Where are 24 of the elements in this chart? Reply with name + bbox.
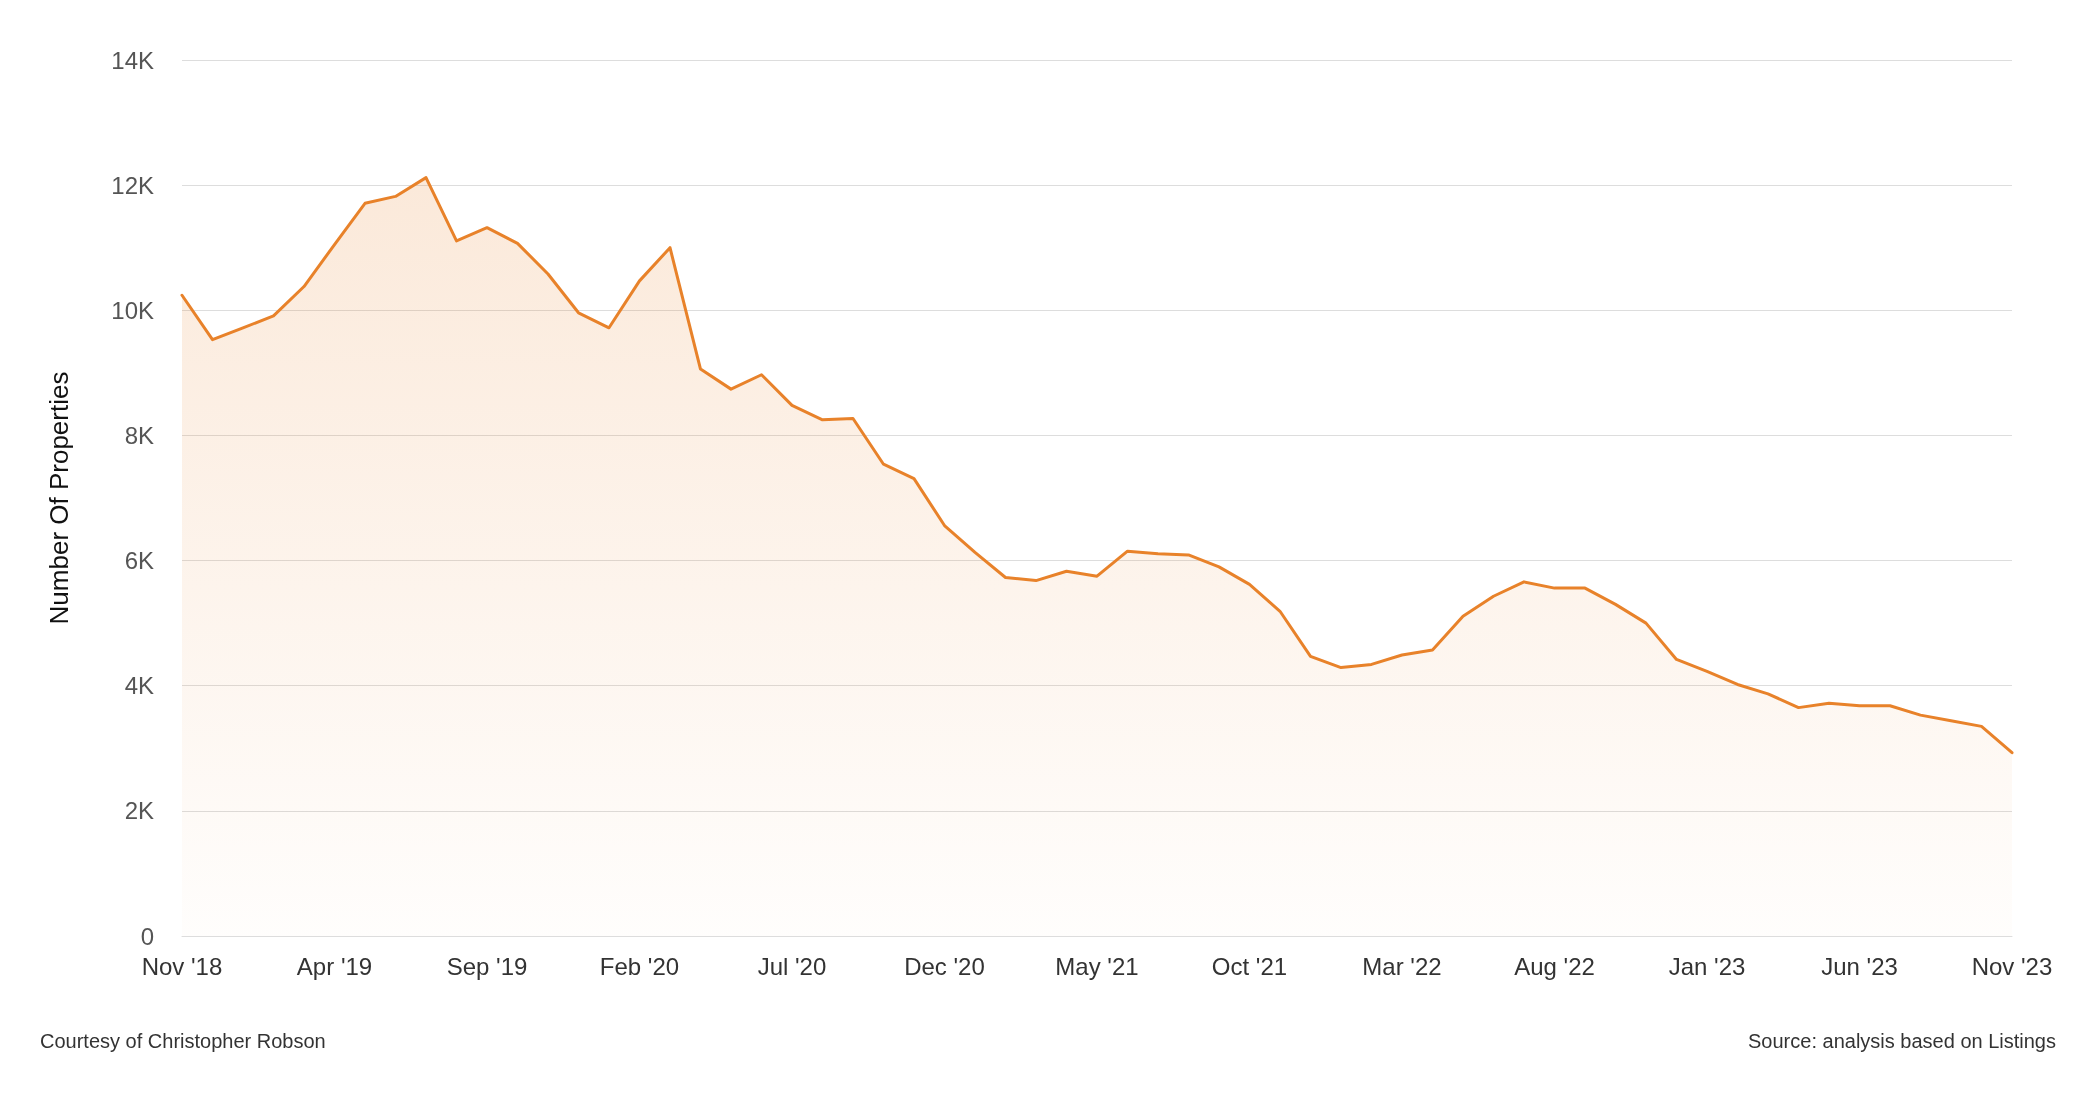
x-tick-label: Jul '20 [757,952,827,980]
y-tick-label: 6K [124,547,154,575]
y-tick-label: 2K [124,797,154,825]
x-tick-label: Nov '23 [1971,952,2053,980]
x-tick-label: Aug '22 [1514,952,1595,980]
x-tick-label: Mar '22 [1362,952,1442,980]
y-tick-label: 4K [124,672,154,700]
x-tick-label: Jun '23 [1821,952,1898,980]
x-tick-label: Sep '19 [446,952,528,980]
y-axis-title: Number Of Properties [44,371,74,625]
x-tick-label: Nov '18 [141,952,223,980]
y-tick-label: 14K [111,46,154,74]
x-tick-label: Feb '20 [599,952,680,980]
y-tick-label: 12K [111,171,154,199]
x-tick-label: Oct '21 [1211,952,1288,980]
text: Courtesy of Christopher Robson [40,1030,326,1053]
y-tick-label: 0 [140,922,154,950]
x-tick-label: Dec '20 [904,952,985,980]
x-tick-label: Jan '23 [1668,952,1746,980]
x-tick-label: Apr '19 [296,952,373,980]
x-tick-label: May '21 [1055,952,1139,980]
y-tick-label: 8K [124,421,154,449]
source-note: Source: analysis based on Listings [1748,1030,2056,1053]
y-tick-label: 10K [111,296,154,324]
